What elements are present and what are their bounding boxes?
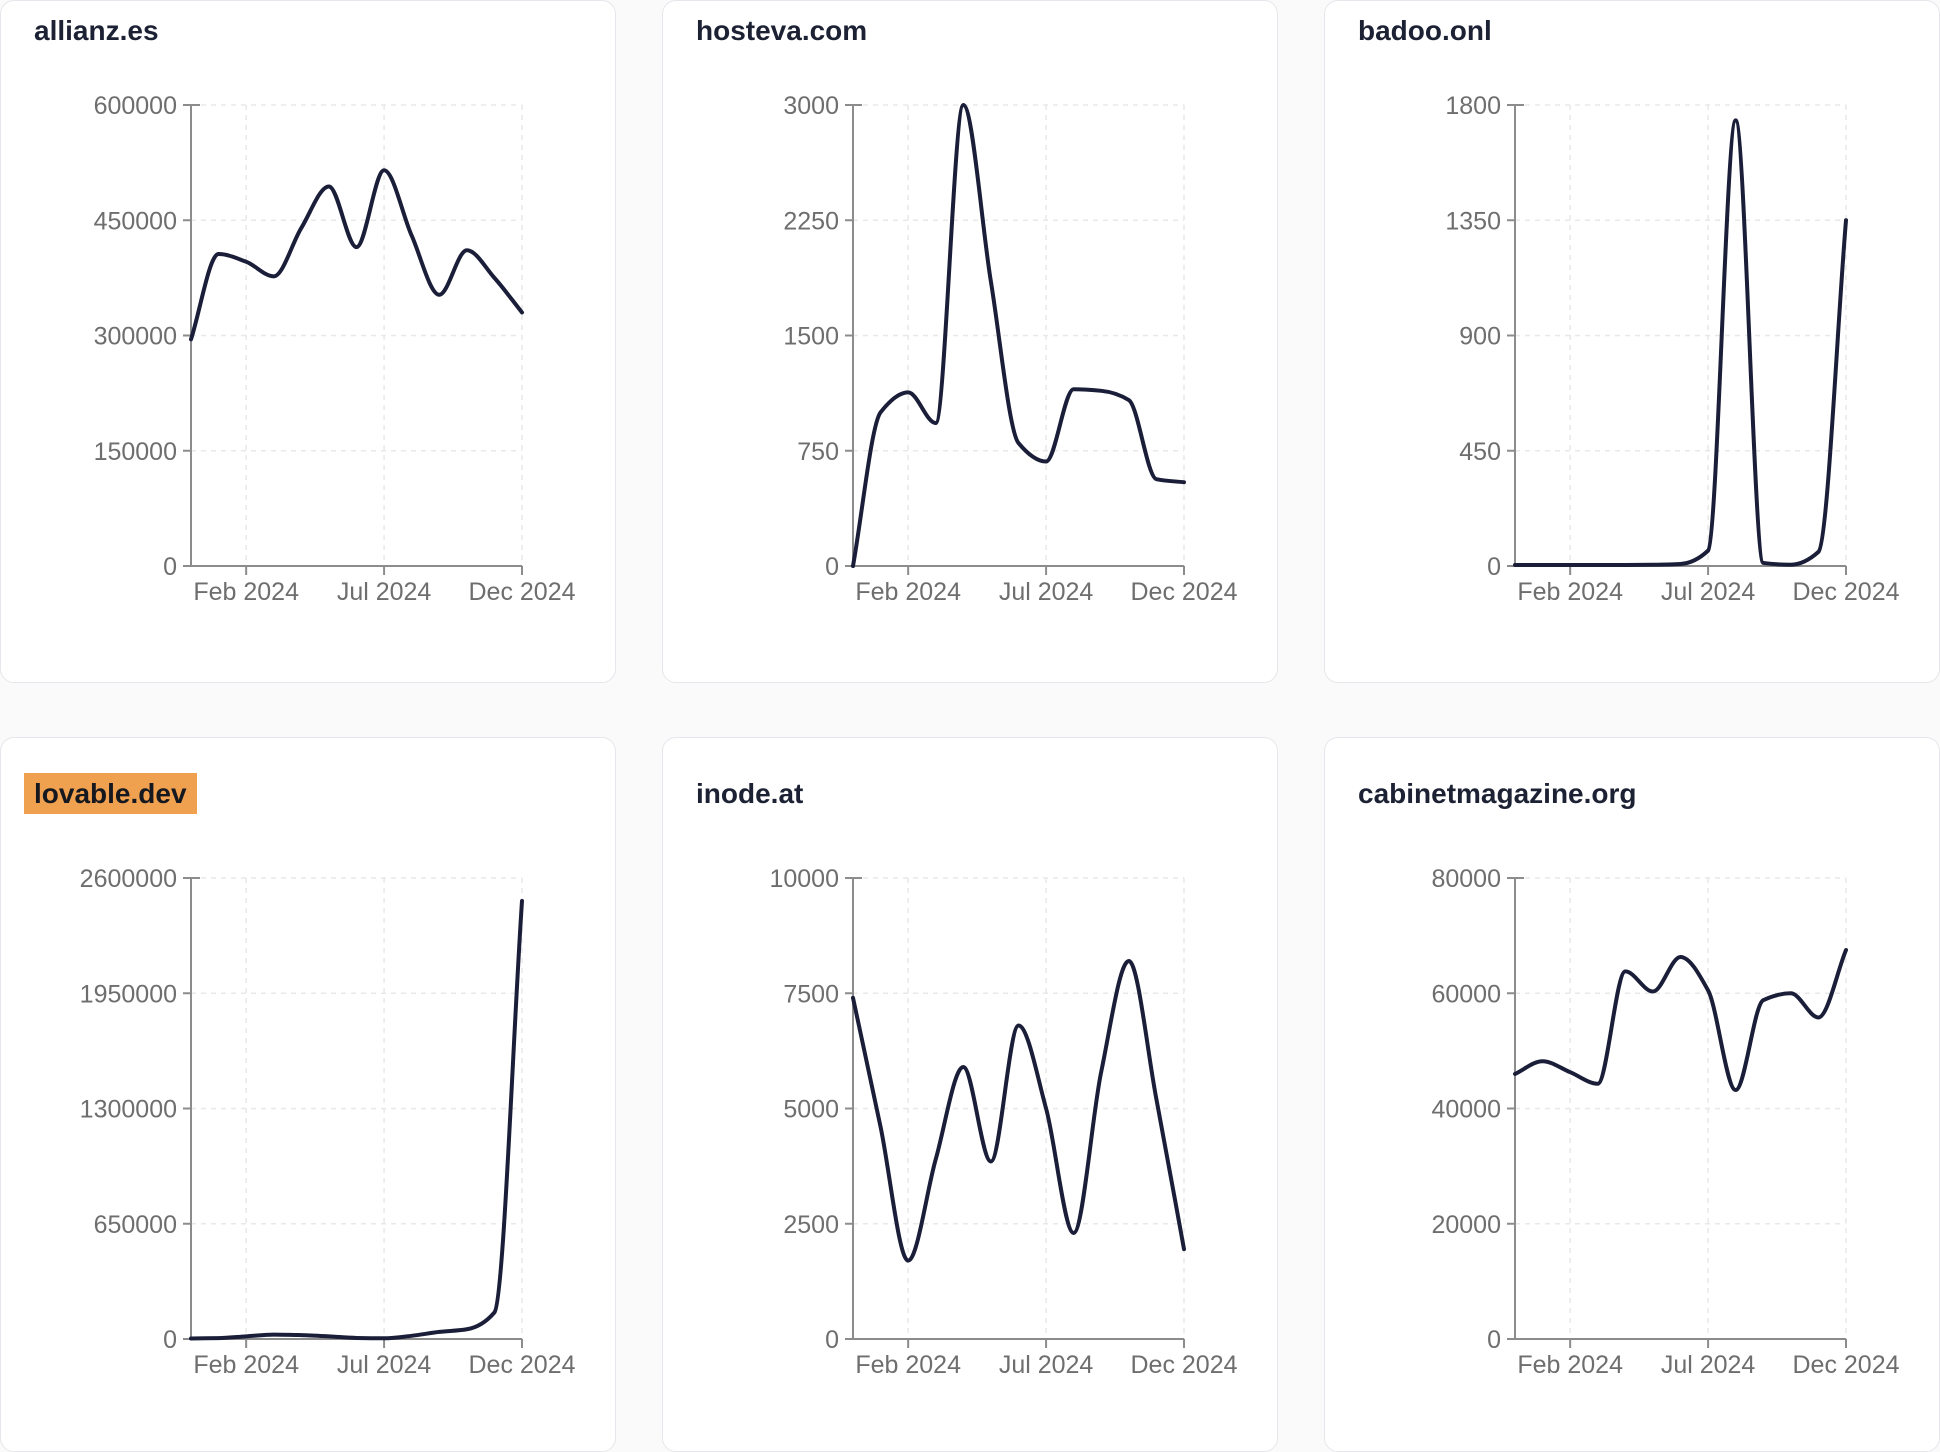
axes: [845, 104, 1185, 575]
line-chart: 0 750 1500 2250 3000 Feb 2024 Jul 2024 Dec 2024: [783, 92, 1237, 606]
y-tick-label: 10000: [769, 865, 839, 893]
y-tick-label: 60000: [1431, 980, 1501, 1008]
line-chart: 0 450 900 1350 1800 Feb 2024 Jul 2024 Dec 2024: [1445, 92, 1899, 606]
x-tick-label: Dec 2024: [468, 1351, 575, 1379]
y-tick-label: 7500: [783, 980, 839, 1008]
traffic-line-series: [851, 958, 1186, 1263]
title-text: cabinetmagazine.org: [1358, 778, 1637, 809]
gridlines: [1515, 104, 1847, 566]
x-tick-label: Feb 2024: [855, 578, 961, 606]
x-tick-label: Jul 2024: [1661, 578, 1756, 606]
title-text: badoo.onl: [1358, 15, 1492, 46]
x-tick-label: Feb 2024: [1517, 1351, 1623, 1379]
y-tick-label: 150000: [94, 438, 177, 466]
line-chart: 0 2500 5000 7500 10000 Feb 2024 Jul 2024 Dec 20…: [769, 865, 1237, 1379]
chart-card-badoo-onl[interactable]: badoo.onl 0 450 900 1350 1800 Feb 2024 Jul 2024…: [1324, 0, 1940, 683]
x-tick-label: Jul 2024: [1661, 1351, 1756, 1379]
y-tick-label: 0: [1487, 553, 1501, 581]
y-tick-label: 0: [163, 1326, 177, 1354]
chart-title: badoo.onl: [1358, 15, 1492, 47]
y-tick-label: 0: [163, 553, 177, 581]
y-tick-label: 300000: [94, 323, 177, 351]
x-tick-label: Jul 2024: [999, 1351, 1094, 1379]
chart-title: inode.at: [696, 778, 803, 810]
y-tick-label: 1300000: [80, 1096, 177, 1124]
y-tick-label: 80000: [1431, 865, 1501, 893]
y-tick-label: 900: [1459, 323, 1501, 351]
axes: [183, 104, 523, 575]
chart-card-lovable-dev[interactable]: lovable.dev 0 650000 1300000 1950000 2600000 F…: [0, 737, 616, 1452]
chart-card-cabinetmagazine-org[interactable]: cabinetmagazine.org 0 20000 40000 60000 80000…: [1324, 737, 1940, 1452]
axes: [183, 877, 523, 1348]
title-text: hosteva.com: [696, 15, 868, 46]
y-tick-label: 1950000: [80, 980, 177, 1008]
y-tick-label: 40000: [1431, 1096, 1501, 1124]
chart-title: allianz.es: [34, 15, 159, 47]
y-tick-label: 1800: [1445, 92, 1501, 120]
line-chart: 0 650000 1300000 1950000 2600000 Feb 2024 Jul …: [80, 865, 576, 1379]
axes: [845, 877, 1185, 1348]
y-tick-label: 20000: [1431, 1211, 1501, 1239]
traffic-line-series: [189, 168, 524, 342]
y-tick-label: 3000: [783, 92, 839, 120]
chart-title: hosteva.com: [696, 15, 867, 47]
chart-card-allianz-es[interactable]: allianz.es 0 150000 300000 450000 600000 Feb 2…: [0, 0, 616, 683]
x-tick-label: Dec 2024: [468, 578, 575, 606]
x-tick-label: Jul 2024: [999, 578, 1094, 606]
traffic-line-series: [1513, 948, 1848, 1093]
y-tick-label: 650000: [94, 1211, 177, 1239]
x-tick-label: Jul 2024: [337, 578, 432, 606]
y-tick-label: 2500: [783, 1211, 839, 1239]
axes: [1507, 877, 1847, 1348]
x-tick-label: Feb 2024: [193, 1351, 299, 1379]
y-tick-label: 1350: [1445, 207, 1501, 235]
x-tick-label: Dec 2024: [1792, 1351, 1899, 1379]
y-tick-label: 5000: [783, 1096, 839, 1124]
chart-card-inode-at[interactable]: inode.at 0 2500 5000 7500 10000 Feb 2024 Jul 20…: [662, 737, 1278, 1452]
y-tick-label: 600000: [94, 92, 177, 120]
y-tick-label: 0: [1487, 1326, 1501, 1354]
y-tick-label: 450000: [94, 207, 177, 235]
gridlines: [1515, 877, 1847, 1339]
y-tick-label: 0: [825, 1326, 839, 1354]
traffic-line-series: [189, 899, 524, 1341]
gridlines: [853, 104, 1185, 566]
y-tick-label: 450: [1459, 438, 1501, 466]
chart-title: lovable.dev: [24, 773, 197, 814]
title-text: allianz.es: [34, 15, 159, 46]
gridlines: [191, 877, 523, 1339]
x-tick-label: Feb 2024: [193, 578, 299, 606]
y-tick-label: 1500: [783, 323, 839, 351]
axes: [1507, 104, 1847, 575]
y-tick-label: 2250: [783, 207, 839, 235]
line-chart: 0 150000 300000 450000 600000 Feb 2024 Jul 202…: [94, 92, 576, 606]
y-tick-label: 2600000: [80, 865, 177, 893]
line-chart: 0 20000 40000 60000 80000 Feb 2024 Jul 2024 Dec…: [1431, 865, 1899, 1379]
y-tick-label: 750: [797, 438, 839, 466]
x-tick-label: Dec 2024: [1130, 1351, 1237, 1379]
chart-title: cabinetmagazine.org: [1358, 778, 1637, 810]
traffic-line-series: [851, 103, 1186, 568]
highlighted-title: lovable.dev: [24, 773, 197, 814]
x-tick-label: Feb 2024: [1517, 578, 1623, 606]
x-tick-label: Jul 2024: [337, 1351, 432, 1379]
gridlines: [191, 104, 523, 566]
x-tick-label: Feb 2024: [855, 1351, 961, 1379]
x-tick-label: Dec 2024: [1792, 578, 1899, 606]
title-text: inode.at: [696, 778, 804, 809]
chart-card-hosteva-com[interactable]: hosteva.com 0 750 1500 2250 3000 Feb 2024 Jul 2…: [662, 0, 1278, 683]
x-tick-label: Dec 2024: [1130, 578, 1237, 606]
traffic-line-series: [1513, 118, 1848, 567]
y-tick-label: 0: [825, 553, 839, 581]
gridlines: [853, 877, 1185, 1339]
